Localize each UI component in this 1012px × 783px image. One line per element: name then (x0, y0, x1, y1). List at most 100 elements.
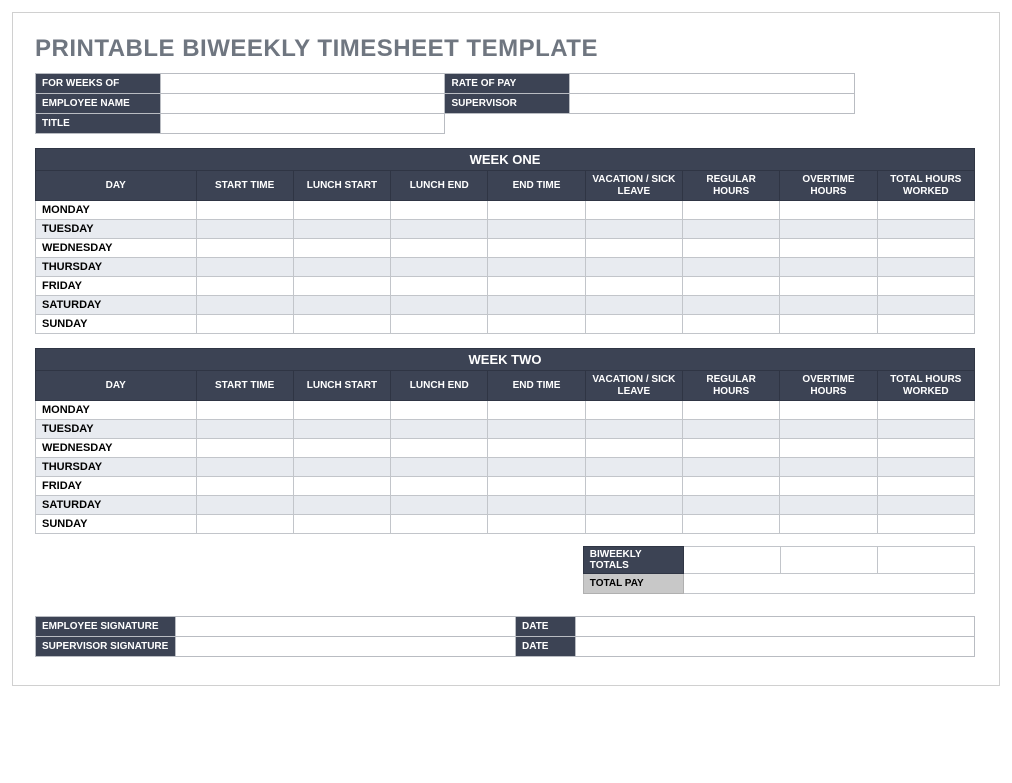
w1-mon-lunch-start[interactable] (293, 201, 390, 220)
w2-fri-lunch-end[interactable] (391, 477, 488, 496)
w1-sun-start[interactable] (196, 315, 293, 334)
w1-sun-lunch-start[interactable] (293, 315, 390, 334)
w1-sat-reg[interactable] (682, 296, 779, 315)
w1-fri-vac[interactable] (585, 277, 682, 296)
w1-sat-vac[interactable] (585, 296, 682, 315)
w2-thu-vac[interactable] (585, 458, 682, 477)
w1-tue-lunch-end[interactable] (391, 220, 488, 239)
w1-fri-ot[interactable] (780, 277, 877, 296)
w1-mon-end[interactable] (488, 201, 585, 220)
w2-sat-reg[interactable] (682, 496, 779, 515)
emp-sig-input[interactable] (176, 617, 516, 637)
w2-sun-ot[interactable] (780, 515, 877, 534)
w2-sun-tot[interactable] (877, 515, 974, 534)
w1-fri-tot[interactable] (877, 277, 974, 296)
w2-tue-end[interactable] (488, 420, 585, 439)
w1-mon-lunch-end[interactable] (391, 201, 488, 220)
w1-sun-end[interactable] (488, 315, 585, 334)
w2-wed-end[interactable] (488, 439, 585, 458)
w2-sat-lunch-start[interactable] (293, 496, 390, 515)
w2-mon-reg[interactable] (682, 401, 779, 420)
w1-mon-tot[interactable] (877, 201, 974, 220)
w1-mon-reg[interactable] (682, 201, 779, 220)
w2-wed-vac[interactable] (585, 439, 682, 458)
w1-thu-vac[interactable] (585, 258, 682, 277)
w2-tue-tot[interactable] (877, 420, 974, 439)
rate-of-pay-input[interactable] (570, 74, 855, 94)
w1-fri-lunch-end[interactable] (391, 277, 488, 296)
w1-fri-lunch-start[interactable] (293, 277, 390, 296)
w1-fri-start[interactable] (196, 277, 293, 296)
w1-sun-ot[interactable] (780, 315, 877, 334)
w2-tue-lunch-end[interactable] (391, 420, 488, 439)
w1-wed-lunch-end[interactable] (391, 239, 488, 258)
w2-sat-start[interactable] (196, 496, 293, 515)
w1-tue-start[interactable] (196, 220, 293, 239)
w1-mon-vac[interactable] (585, 201, 682, 220)
w2-sat-lunch-end[interactable] (391, 496, 488, 515)
w2-sun-reg[interactable] (682, 515, 779, 534)
w1-tue-reg[interactable] (682, 220, 779, 239)
w1-wed-start[interactable] (196, 239, 293, 258)
w1-thu-reg[interactable] (682, 258, 779, 277)
w1-thu-end[interactable] (488, 258, 585, 277)
w2-wed-lunch-end[interactable] (391, 439, 488, 458)
w2-mon-vac[interactable] (585, 401, 682, 420)
w1-tue-end[interactable] (488, 220, 585, 239)
w2-mon-lunch-end[interactable] (391, 401, 488, 420)
supervisor-input[interactable] (570, 94, 855, 114)
w1-sun-lunch-end[interactable] (391, 315, 488, 334)
w2-thu-start[interactable] (196, 458, 293, 477)
w2-wed-lunch-start[interactable] (293, 439, 390, 458)
w1-mon-start[interactable] (196, 201, 293, 220)
w2-tue-reg[interactable] (682, 420, 779, 439)
w1-wed-reg[interactable] (682, 239, 779, 258)
w2-sat-ot[interactable] (780, 496, 877, 515)
w2-sun-lunch-start[interactable] (293, 515, 390, 534)
w2-sun-start[interactable] (196, 515, 293, 534)
w1-sat-lunch-end[interactable] (391, 296, 488, 315)
w2-sun-vac[interactable] (585, 515, 682, 534)
w1-tue-vac[interactable] (585, 220, 682, 239)
w1-fri-end[interactable] (488, 277, 585, 296)
w2-wed-start[interactable] (196, 439, 293, 458)
w2-sun-lunch-end[interactable] (391, 515, 488, 534)
w2-tue-start[interactable] (196, 420, 293, 439)
w1-mon-ot[interactable] (780, 201, 877, 220)
w2-fri-tot[interactable] (877, 477, 974, 496)
w1-tue-tot[interactable] (877, 220, 974, 239)
w1-fri-reg[interactable] (682, 277, 779, 296)
w2-wed-reg[interactable] (682, 439, 779, 458)
w1-sat-ot[interactable] (780, 296, 877, 315)
w1-thu-lunch-start[interactable] (293, 258, 390, 277)
w1-thu-start[interactable] (196, 258, 293, 277)
w1-thu-ot[interactable] (780, 258, 877, 277)
w1-tue-lunch-start[interactable] (293, 220, 390, 239)
w1-wed-vac[interactable] (585, 239, 682, 258)
biweekly-reg[interactable] (683, 547, 780, 574)
w2-mon-end[interactable] (488, 401, 585, 420)
w2-mon-lunch-start[interactable] (293, 401, 390, 420)
w2-mon-start[interactable] (196, 401, 293, 420)
w1-wed-lunch-start[interactable] (293, 239, 390, 258)
w2-fri-ot[interactable] (780, 477, 877, 496)
w2-thu-tot[interactable] (877, 458, 974, 477)
w2-sun-end[interactable] (488, 515, 585, 534)
w2-sat-vac[interactable] (585, 496, 682, 515)
w2-fri-end[interactable] (488, 477, 585, 496)
w1-sat-tot[interactable] (877, 296, 974, 315)
w2-wed-tot[interactable] (877, 439, 974, 458)
w1-sun-vac[interactable] (585, 315, 682, 334)
w2-thu-reg[interactable] (682, 458, 779, 477)
w1-wed-end[interactable] (488, 239, 585, 258)
w2-sat-tot[interactable] (877, 496, 974, 515)
w2-fri-reg[interactable] (682, 477, 779, 496)
w2-thu-ot[interactable] (780, 458, 877, 477)
for-weeks-of-input[interactable] (160, 74, 445, 94)
w1-thu-tot[interactable] (877, 258, 974, 277)
w1-sat-lunch-start[interactable] (293, 296, 390, 315)
w1-sun-tot[interactable] (877, 315, 974, 334)
w1-tue-ot[interactable] (780, 220, 877, 239)
w1-wed-ot[interactable] (780, 239, 877, 258)
sup-sig-input[interactable] (176, 637, 516, 657)
